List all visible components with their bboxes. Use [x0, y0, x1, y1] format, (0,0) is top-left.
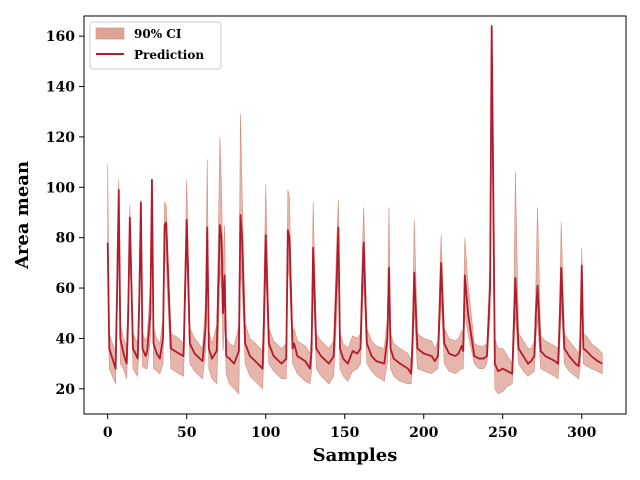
y-tick-label: 20 — [56, 382, 76, 398]
y-tick-label: 60 — [56, 281, 76, 297]
x-tick-label: 250 — [488, 425, 517, 441]
prediction-line-layer — [106, 25, 603, 375]
y-tick-label: 100 — [46, 180, 75, 196]
prediction-line — [106, 25, 603, 375]
legend-ci-label: 90% CI — [134, 27, 182, 41]
y-tick-label: 120 — [46, 130, 75, 146]
x-tick-label: 150 — [330, 425, 359, 441]
x-tick-label: 0 — [103, 425, 113, 441]
x-axis-label: Samples — [313, 445, 398, 466]
y-tick-label: 40 — [56, 331, 76, 347]
y-tick-label: 160 — [46, 29, 75, 45]
y-axis-label: Area mean — [12, 161, 33, 270]
legend: 90% CI Prediction — [89, 21, 222, 70]
x-tick-label: 300 — [567, 425, 596, 441]
x-tick-label: 100 — [251, 425, 280, 441]
y-tick-label: 80 — [56, 231, 76, 247]
legend-ci-swatch — [95, 27, 125, 40]
plot-frame — [83, 15, 627, 415]
x-tick-label: 200 — [409, 425, 438, 441]
legend-prediction-label: Prediction — [134, 48, 204, 62]
x-ticks: 0 50 100 150 200 250 300 — [103, 414, 597, 441]
x-tick-label: 50 — [177, 425, 197, 441]
y-ticks: 20 40 60 80 100 120 140 160 — [46, 29, 84, 398]
y-tick-label: 140 — [46, 80, 75, 96]
